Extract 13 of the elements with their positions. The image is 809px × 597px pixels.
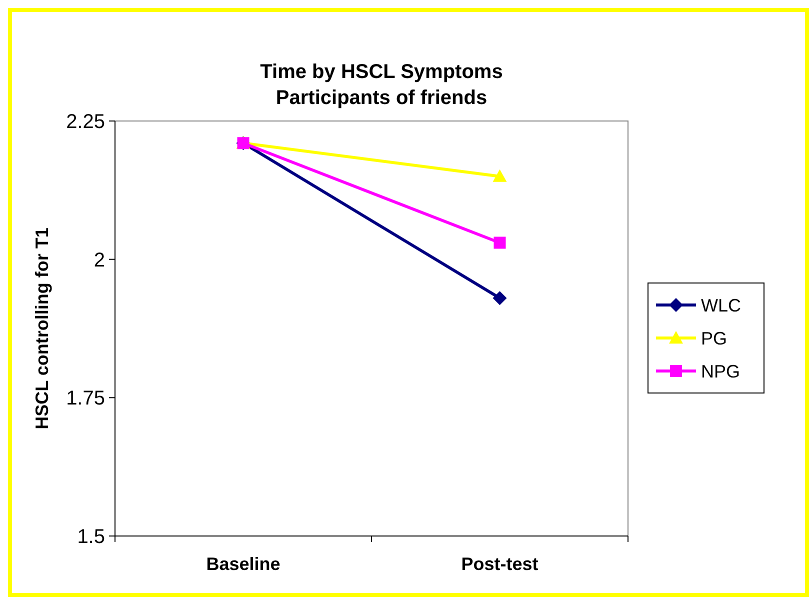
point — [492, 291, 507, 306]
y-tick-label: 2 — [94, 249, 105, 272]
y-axis-title: HSCL controlling for T1 — [32, 228, 52, 430]
x-tick-label: Baseline — [206, 554, 280, 574]
point — [494, 236, 506, 249]
y-tick-label: 1.5 — [77, 526, 105, 548]
legend-label: WLC — [701, 295, 741, 316]
legend-label: PG — [701, 328, 728, 348]
legend-label: NPG — [701, 361, 740, 382]
y-tick-label: 2.25 — [66, 111, 105, 133]
x-tick-label: Post-test — [461, 554, 538, 574]
chart-title: Time by HSCL Symptoms Participants of friends — [260, 61, 503, 109]
y-tick-label: 1.75 — [66, 388, 105, 410]
